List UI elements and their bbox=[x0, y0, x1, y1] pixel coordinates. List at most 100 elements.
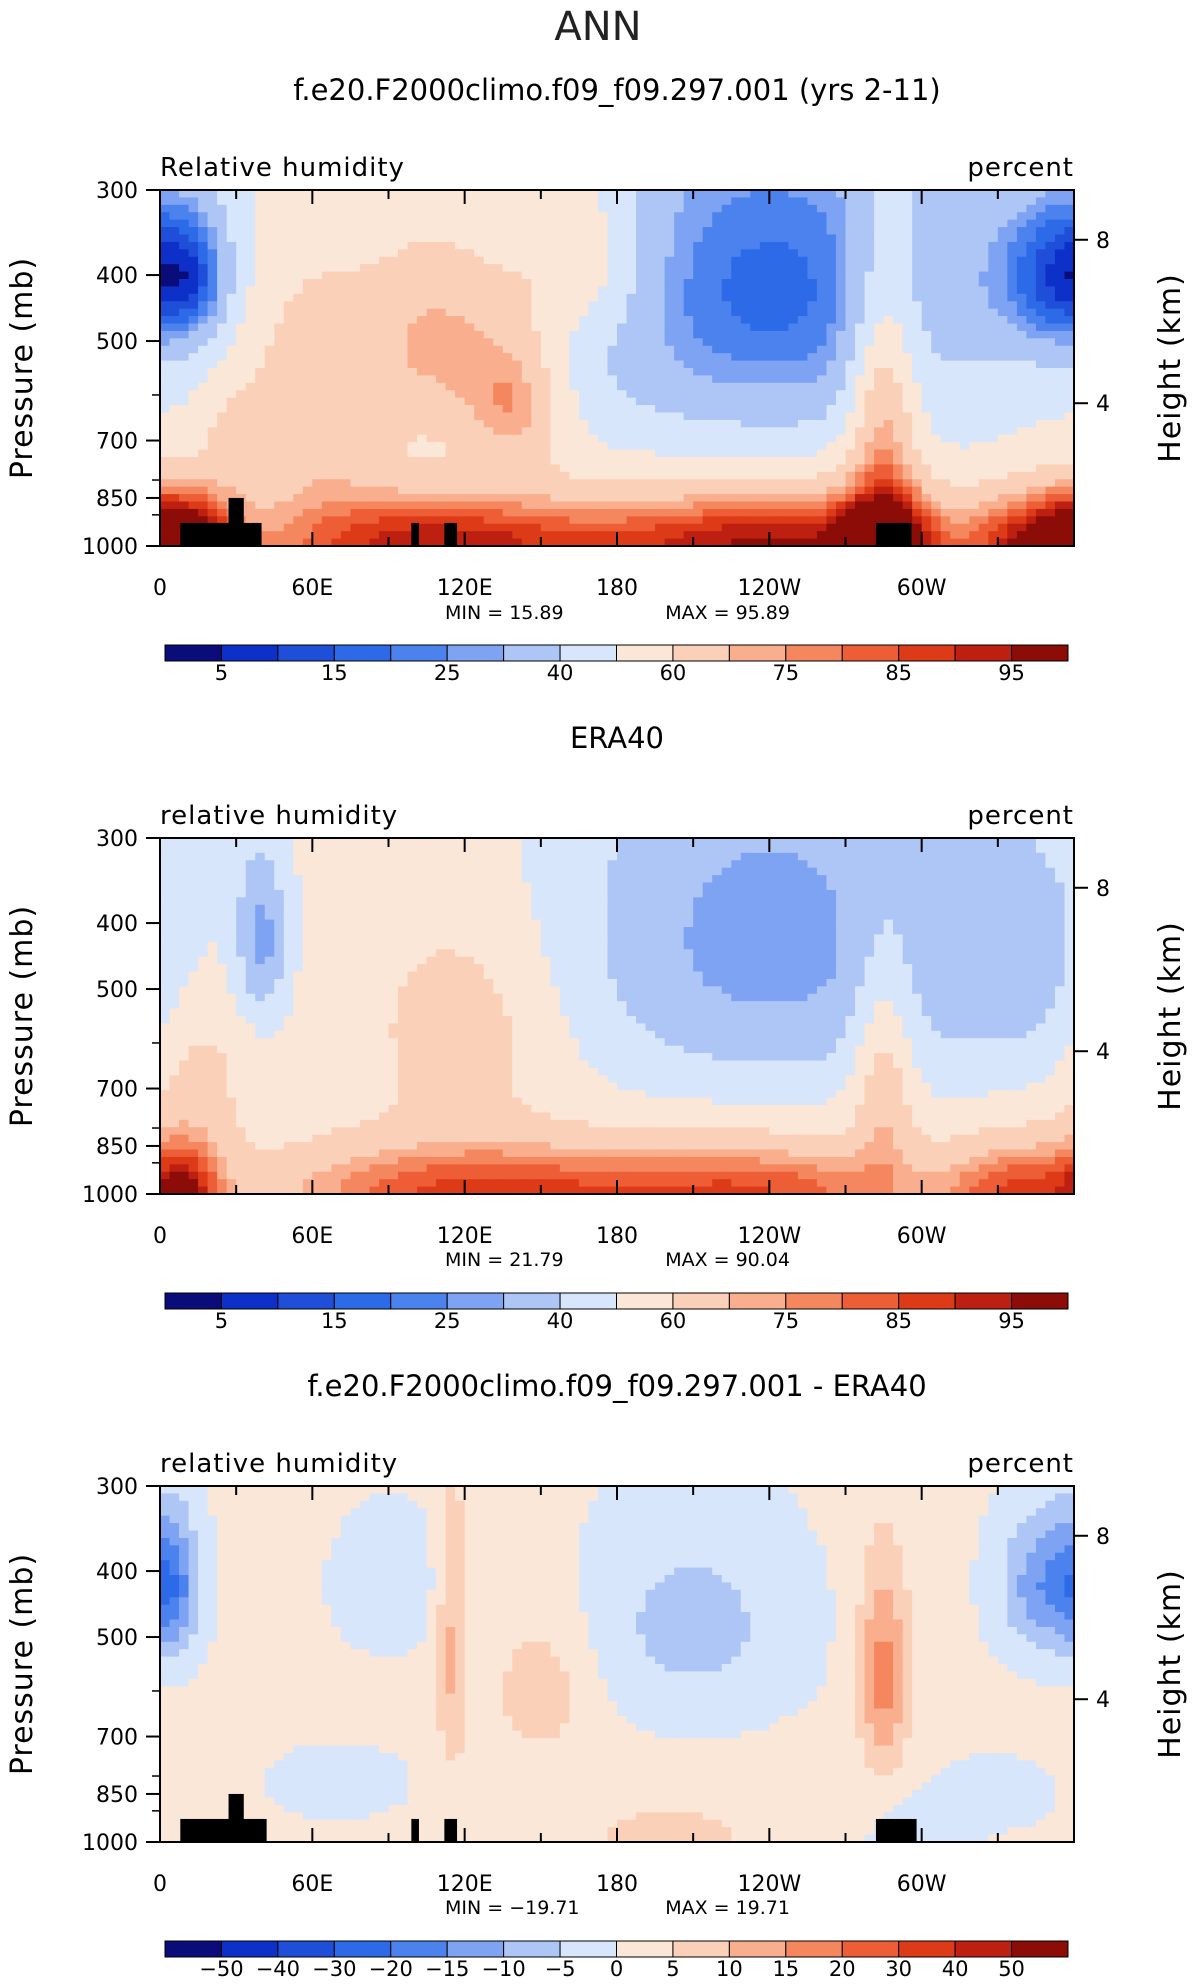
heatmap-cell bbox=[721, 271, 732, 280]
heatmap-cell bbox=[378, 538, 390, 547]
heatmap-cell bbox=[778, 382, 789, 391]
heatmap-cell bbox=[436, 271, 447, 280]
heatmap-cell bbox=[807, 434, 818, 443]
heatmap-cell bbox=[997, 494, 1008, 503]
heatmap-cell bbox=[188, 345, 199, 354]
heatmap-cell bbox=[883, 457, 894, 466]
heatmap-cell bbox=[198, 860, 209, 869]
heatmap-cell bbox=[588, 219, 599, 228]
heatmap-cell bbox=[607, 279, 618, 288]
heatmap-cell bbox=[445, 286, 456, 295]
heatmap-cell bbox=[607, 531, 618, 540]
heatmap-cell bbox=[902, 353, 913, 362]
heatmap-cell bbox=[1045, 419, 1056, 428]
heatmap-cell bbox=[969, 397, 980, 406]
heatmap-cell bbox=[521, 494, 532, 503]
heatmap-cell bbox=[912, 279, 923, 288]
heatmap-cell bbox=[712, 852, 723, 861]
heatmap-cell bbox=[369, 256, 380, 265]
heatmap-cell bbox=[312, 427, 323, 436]
heatmap-cell bbox=[997, 293, 1008, 302]
heatmap-cell bbox=[578, 471, 590, 480]
heatmap-cell bbox=[312, 316, 323, 325]
heatmap-cell bbox=[340, 353, 352, 362]
heatmap-cell bbox=[436, 479, 447, 488]
heatmap-cell bbox=[988, 368, 999, 377]
heatmap-cell bbox=[1064, 264, 1075, 273]
heatmap-cell bbox=[874, 316, 885, 325]
heatmap-cell bbox=[559, 464, 570, 473]
heatmap-cell bbox=[226, 419, 237, 428]
heatmap-cell bbox=[464, 279, 475, 288]
heatmap-cell bbox=[912, 330, 923, 339]
heatmap-cell bbox=[274, 405, 285, 414]
heatmap-cell bbox=[550, 279, 561, 288]
heatmap-cell bbox=[426, 419, 437, 428]
heatmap-cell bbox=[702, 241, 713, 250]
heatmap-cell bbox=[855, 501, 866, 510]
heatmap-cell bbox=[740, 212, 751, 221]
heatmap-cell bbox=[198, 405, 209, 414]
heatmap-cell bbox=[160, 375, 171, 384]
heatmap-cell bbox=[816, 330, 828, 339]
heatmap-cell bbox=[607, 494, 618, 503]
heatmap-cell bbox=[569, 204, 580, 213]
heatmap-cell bbox=[997, 308, 1008, 317]
heatmap-cell bbox=[283, 494, 294, 503]
heatmap-cell bbox=[407, 234, 418, 243]
heatmap-cell bbox=[198, 256, 209, 265]
heatmap-cell bbox=[778, 523, 789, 532]
heatmap-cell bbox=[179, 434, 190, 443]
heatmap-cell bbox=[207, 397, 218, 406]
heatmap-cell bbox=[835, 264, 847, 273]
heatmap-cell bbox=[198, 390, 209, 399]
heatmap-cell bbox=[436, 845, 447, 854]
heatmap-cell bbox=[1064, 353, 1075, 362]
heatmap-cell bbox=[398, 316, 409, 325]
heatmap-cell bbox=[855, 227, 866, 236]
heatmap-cell bbox=[378, 360, 390, 369]
heatmap-cell bbox=[359, 286, 371, 295]
heatmap-cell bbox=[607, 204, 618, 213]
heatmap-cell bbox=[359, 279, 371, 288]
heatmap-cell bbox=[245, 845, 256, 854]
heatmap-cell bbox=[502, 293, 513, 302]
heatmap-cell bbox=[521, 464, 532, 473]
heatmap-cell bbox=[835, 256, 847, 265]
heatmap-cell bbox=[245, 360, 256, 369]
heatmap-cell bbox=[455, 219, 466, 228]
heatmap-cell bbox=[483, 360, 494, 369]
heatmap-cell bbox=[626, 323, 637, 332]
heatmap-cell bbox=[883, 330, 894, 339]
heatmap-cell bbox=[712, 508, 723, 517]
heatmap-cell bbox=[959, 508, 970, 517]
heatmap-cell bbox=[1007, 442, 1018, 451]
heatmap-cell bbox=[750, 330, 761, 339]
heatmap-cell bbox=[493, 197, 504, 206]
heatmap-cell bbox=[712, 531, 723, 540]
heatmap-cell bbox=[969, 353, 980, 362]
heatmap-cell bbox=[274, 279, 285, 288]
heatmap-cell bbox=[626, 508, 637, 517]
heatmap-cell bbox=[255, 308, 266, 317]
heatmap-cell bbox=[283, 501, 294, 510]
heatmap-cell bbox=[274, 301, 285, 310]
heatmap-cell bbox=[693, 419, 704, 428]
heatmap-cell bbox=[921, 501, 932, 510]
heatmap-cell bbox=[445, 345, 456, 354]
heatmap-cell bbox=[521, 434, 532, 443]
heatmap-cell bbox=[1054, 412, 1066, 421]
heatmap-cell bbox=[502, 212, 513, 221]
heatmap-cell bbox=[274, 501, 285, 510]
heatmap-cell bbox=[693, 382, 704, 391]
heatmap-cell bbox=[588, 434, 599, 443]
heatmap-cell bbox=[950, 360, 961, 369]
heatmap-cell bbox=[1064, 234, 1075, 243]
heatmap-cell bbox=[350, 382, 361, 391]
heatmap-cell bbox=[350, 412, 361, 421]
heatmap-cell bbox=[893, 375, 904, 384]
heatmap-cell bbox=[445, 368, 456, 377]
heatmap-cell bbox=[398, 204, 409, 213]
heatmap-cell bbox=[655, 204, 666, 213]
heatmap-cell bbox=[617, 464, 628, 473]
